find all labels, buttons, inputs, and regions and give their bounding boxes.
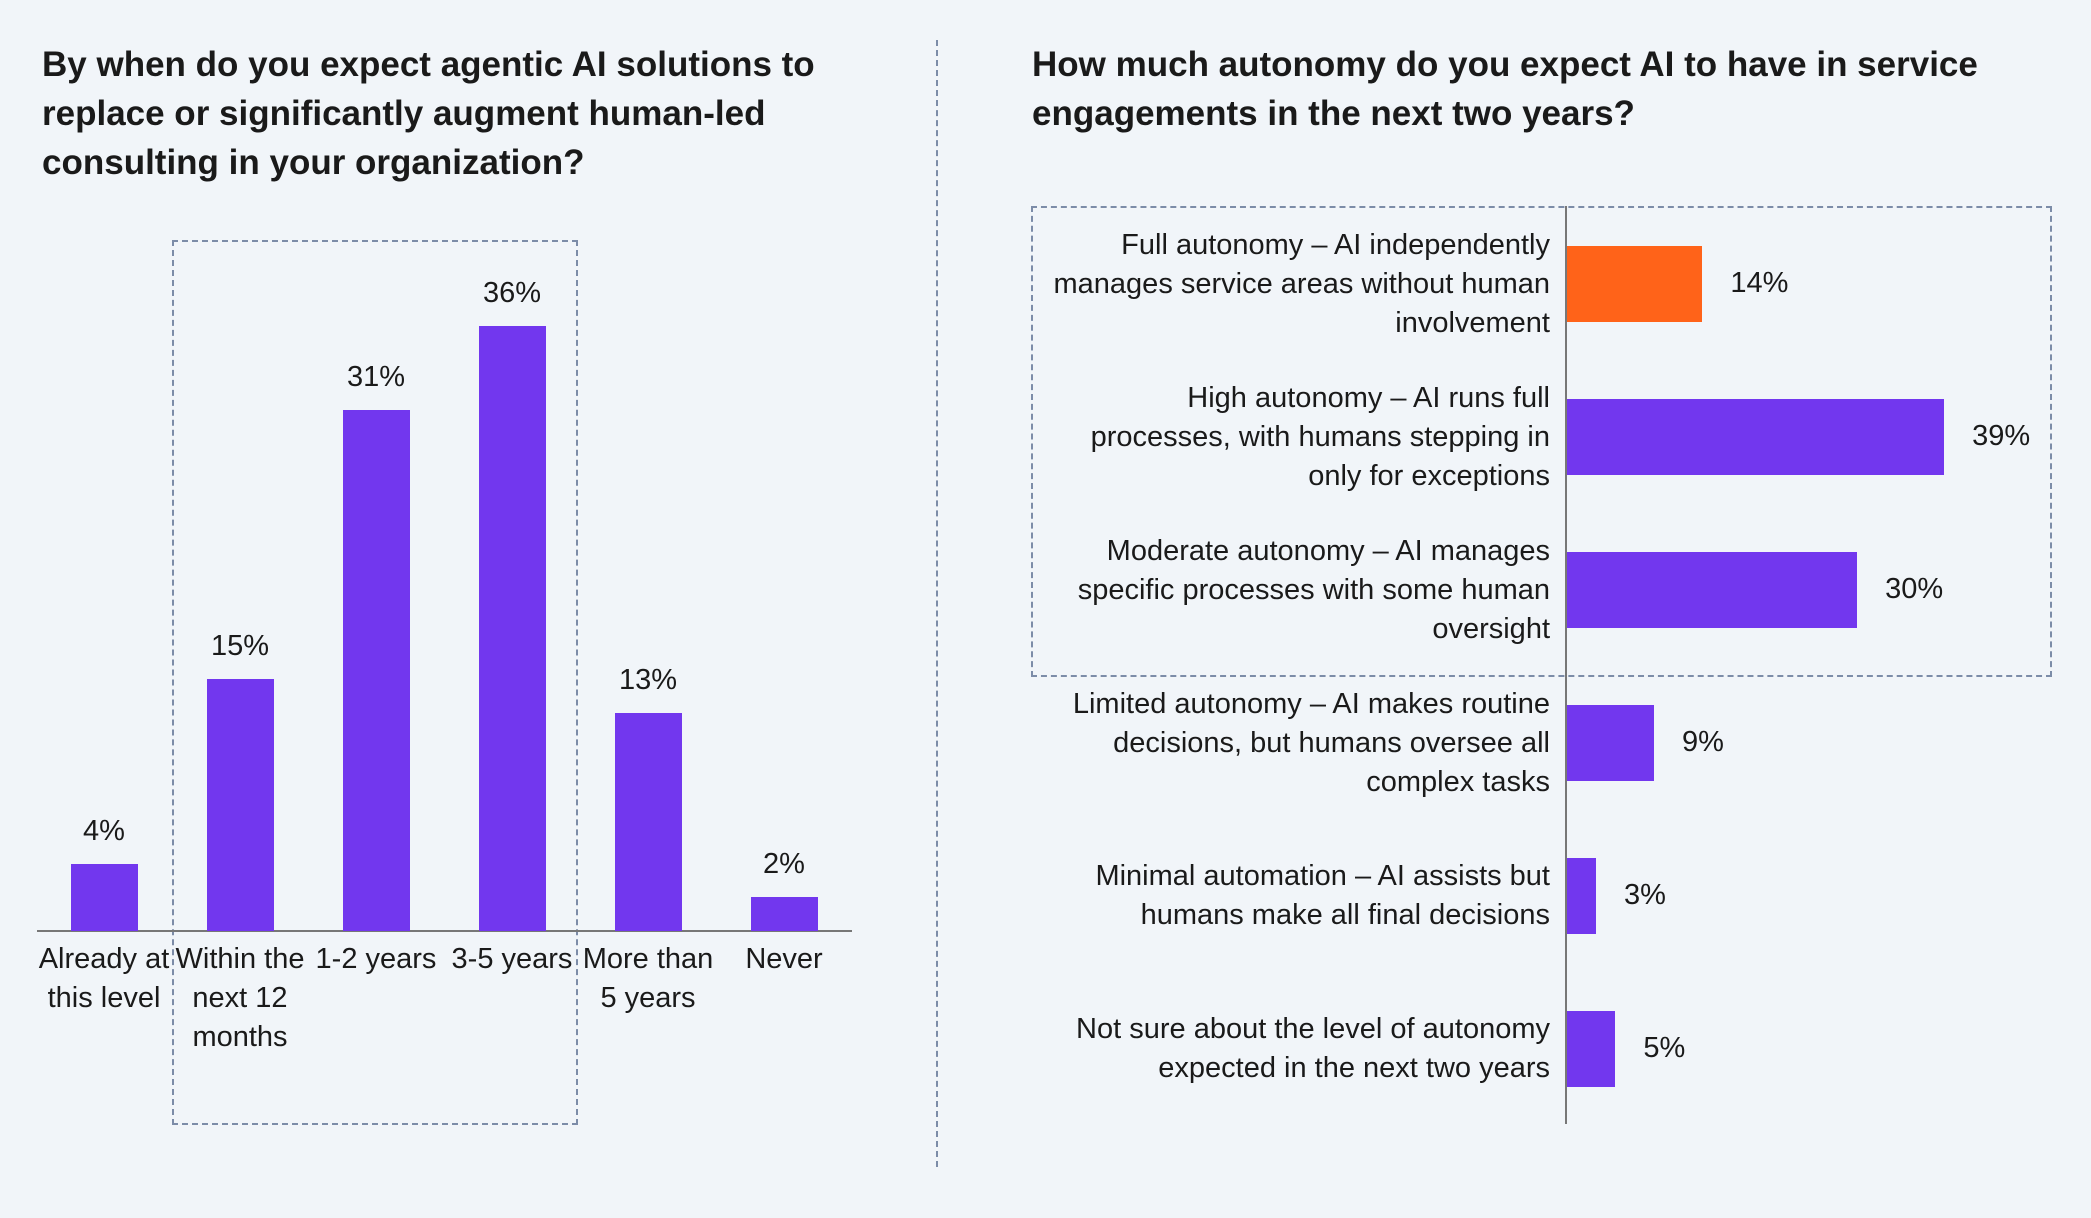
bar	[1567, 246, 1703, 322]
value-label: 5%	[1643, 1032, 1686, 1064]
bar	[343, 410, 410, 931]
bar	[479, 326, 546, 931]
x-tick-label: Never	[745, 943, 823, 975]
x-tick-label: More than 5 years	[582, 943, 714, 1014]
bar	[1567, 858, 1596, 934]
bar	[615, 712, 682, 931]
chart-title: How much autonomy do you expect AI to ha…	[1032, 45, 1978, 133]
bar	[207, 679, 274, 931]
bar	[1567, 399, 1945, 475]
chart-title: By when do you expect agentic AI solutio…	[42, 45, 815, 182]
bar	[1567, 705, 1655, 781]
highlight-box	[1031, 206, 2052, 677]
y-tick-label: Not sure about the level of autonomy exp…	[1076, 1013, 1550, 1084]
bar	[1567, 552, 1858, 628]
bar	[1567, 1011, 1616, 1087]
x-tick-label: 1-2 years	[315, 943, 437, 975]
value-label: 3%	[1624, 879, 1666, 911]
x-tick-label: Within the next 12 months	[175, 943, 305, 1053]
value-label: 39%	[1972, 420, 2031, 452]
value-label: 2%	[763, 848, 805, 881]
divider	[936, 40, 938, 1167]
value-label: 9%	[1682, 726, 1724, 758]
value-label: 30%	[1885, 573, 1944, 605]
x-axis	[37, 930, 852, 932]
value-label: 15%	[210, 630, 270, 662]
y-tick-label: Limited autonomy – AI makes routine deci…	[1072, 687, 1550, 798]
value-label: 31%	[346, 361, 406, 394]
y-tick-label: Minimal automation – AI assists but huma…	[1095, 860, 1550, 931]
x-tick-label: Already at this level	[38, 943, 170, 1014]
y-axis	[1565, 206, 1567, 1124]
highlight-box	[172, 240, 578, 1125]
value-label: 14%	[1730, 267, 1789, 299]
x-tick-label: 3-5 years	[451, 943, 573, 975]
value-label: 13%	[618, 663, 678, 696]
value-label: 4%	[83, 814, 125, 847]
bar	[71, 863, 138, 931]
value-label: 36%	[482, 277, 542, 310]
y-tick-label: Full autonomy – AI independently manages…	[1053, 228, 1550, 339]
y-tick-label: Moderate autonomy – AI manages specific …	[1077, 534, 1550, 645]
bar	[751, 897, 818, 931]
y-tick-label: High autonomy – AI runs full processes, …	[1090, 381, 1550, 492]
